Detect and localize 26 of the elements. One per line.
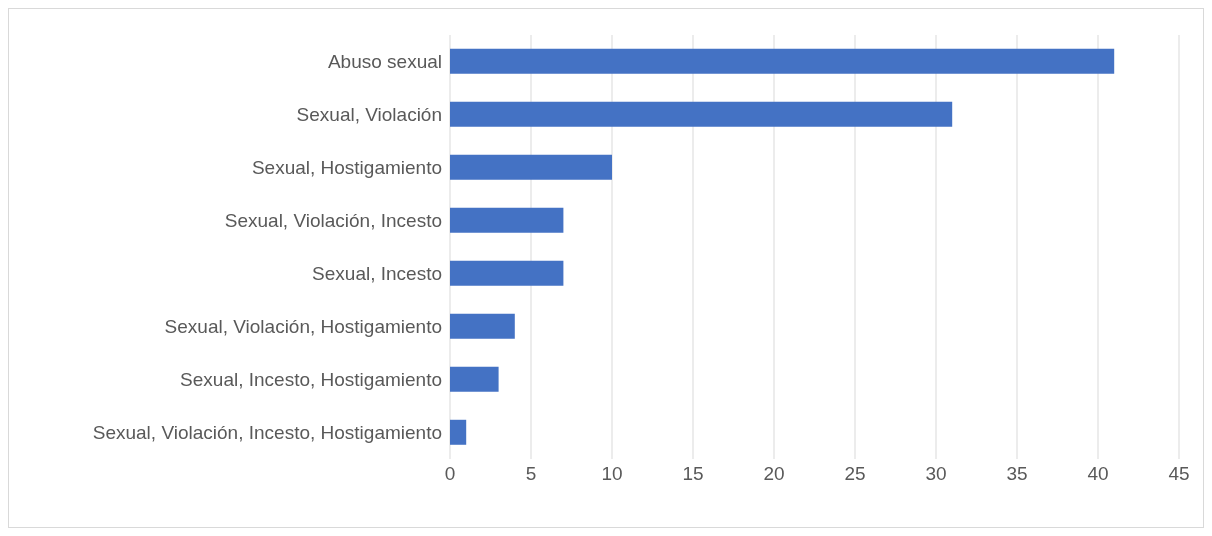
bar	[450, 154, 612, 180]
y-tick-label: Sexual, Incesto	[312, 263, 442, 285]
bar	[450, 419, 467, 445]
x-tick-label: 35	[1006, 463, 1028, 485]
x-tick-label: 15	[682, 463, 704, 485]
y-tick-label: Sexual, Incesto, Hostigamiento	[180, 369, 442, 391]
y-tick-label: Sexual, Hostigamiento	[251, 157, 442, 179]
y-tick-label: Sexual, Violación, Hostigamiento	[164, 316, 442, 338]
x-tick-label: 25	[844, 463, 866, 485]
x-tick-label: 10	[601, 463, 623, 485]
bar	[450, 48, 1115, 74]
x-tick-label: 20	[763, 463, 785, 485]
bar	[450, 366, 499, 392]
y-tick-label: Sexual, Violación	[296, 104, 442, 126]
bar	[450, 207, 564, 233]
bar	[450, 101, 953, 127]
y-tick-label: Sexual, Violación, Incesto	[224, 210, 442, 232]
bar	[450, 313, 515, 339]
x-tick-label: 30	[925, 463, 947, 485]
y-tick-label: Sexual, Violación, Incesto, Hostigamiento	[92, 422, 442, 444]
y-tick-label: Abuso sexual	[327, 51, 442, 73]
x-tick-label: 45	[1168, 463, 1190, 485]
x-tick-label: 0	[444, 463, 456, 485]
x-tick-label: 5	[525, 463, 537, 485]
x-tick-label: 40	[1087, 463, 1109, 485]
bar	[450, 260, 564, 286]
